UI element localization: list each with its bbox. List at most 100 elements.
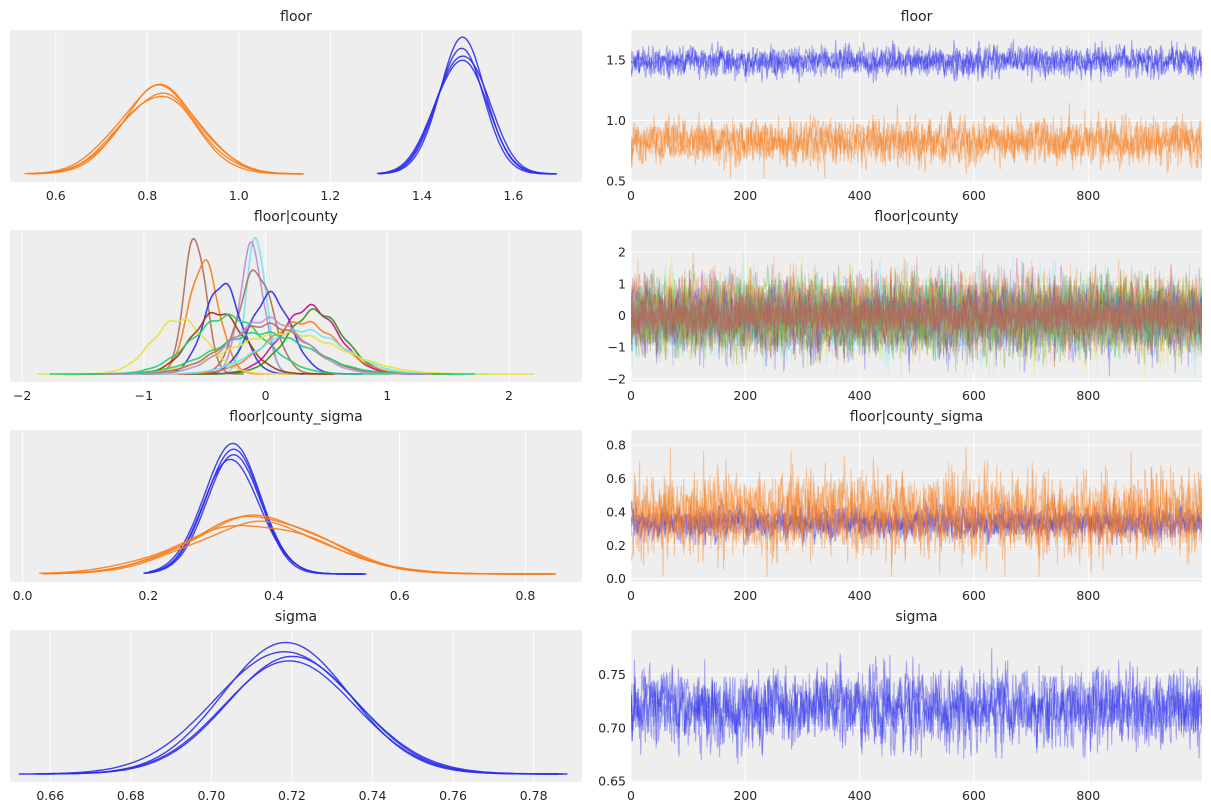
trace-line-county-11 (631, 252, 1202, 361)
sigma-trace-panel: sigma 0 200 400 600 800 0.65 0.70 0.75 (598, 609, 1202, 803)
axes-title: floor|county (254, 209, 338, 225)
axes-title: floor|county (874, 209, 958, 225)
plot-area (24, 36, 558, 175)
x-tick-label: −1 (135, 388, 153, 403)
x-tick-label: 600 (962, 388, 986, 403)
x-tick-label: 1 (383, 388, 391, 403)
axes-title: floor (280, 9, 312, 25)
plot-area (37, 236, 535, 375)
kde-line-floor-county-sigma-0- (143, 458, 367, 575)
plot-area (631, 446, 1202, 578)
x-tick-label: 800 (1076, 788, 1100, 803)
trace-line-floor-county-sigma-1- (631, 456, 1202, 578)
sigma-kde-panel: sigma 0.66 0.68 0.70 0.72 0.74 0.76 0.78 (10, 609, 582, 803)
x-tick-label: 0 (627, 788, 635, 803)
y-tick-label: −1 (608, 340, 626, 355)
floor-county-sigma-kde-panel: floor|county_sigma 0.0 0.2 0.4 0.6 0.8 (10, 409, 582, 603)
y-tick-label: 0.8 (606, 438, 626, 453)
trace-line-county-band-3 (631, 296, 1202, 335)
y-tick-label: 1.5 (606, 53, 626, 68)
trace-line-sigma (631, 658, 1202, 759)
y-tick-label: 1.0 (606, 113, 626, 128)
trace-line-floor-1- (631, 39, 1202, 83)
x-tick-label: 400 (848, 388, 872, 403)
trace-line-county-15 (631, 286, 1202, 378)
axes-background (631, 30, 1202, 182)
x-tick-label: 0 (627, 188, 635, 203)
x-tick-label: 600 (962, 588, 986, 603)
y-tick-label: 1 (618, 276, 626, 291)
y-tick-label: 0.65 (598, 773, 626, 788)
y-tick-label: 0.2 (606, 538, 626, 553)
trace-line-county-5 (631, 251, 1202, 364)
x-tick-label: 1.2 (320, 188, 340, 203)
kde-line-floor-1- (379, 55, 558, 175)
axes-title: floor|county_sigma (850, 409, 984, 425)
x-tick-label: 400 (848, 588, 872, 603)
x-tick-label: 0.8 (137, 188, 157, 203)
y-tick-label: 0.70 (598, 720, 626, 735)
axes-title: sigma (275, 609, 317, 625)
x-tick-label: 0.70 (197, 788, 225, 803)
kde-line-floor-county-sigma-1- (39, 524, 556, 575)
plot-area (631, 648, 1202, 764)
trace-line-sigma (631, 655, 1202, 759)
plot-area (631, 39, 1202, 179)
trace-line-sigma (631, 653, 1202, 764)
trace-line-floor-county-sigma-0- (631, 496, 1202, 546)
floor-county-trace-panel: floor|county 0 200 400 600 800 −2 −1 0 1 2 (608, 209, 1202, 403)
y-tick-label: 0.6 (606, 471, 626, 486)
trace-line-floor-0- (631, 102, 1202, 179)
x-tick-label: 1.6 (503, 188, 523, 203)
trace-line-floor-0- (631, 110, 1202, 179)
x-tick-label: 0.72 (278, 788, 306, 803)
x-tick-label: 0.76 (439, 788, 467, 803)
x-tick-label: 0 (627, 588, 635, 603)
trace-line-floor-0- (631, 110, 1202, 171)
x-tick-label: 0 (262, 388, 270, 403)
x-tick-label: −2 (13, 388, 31, 403)
x-tick-label: 0 (627, 388, 635, 403)
x-tick-label: 0.2 (138, 588, 158, 603)
y-tick-label: 0.75 (598, 667, 626, 682)
y-tick-label: 0.0 (606, 571, 626, 586)
trace-line-floor-0- (631, 104, 1202, 174)
plot-area (631, 251, 1202, 378)
axes-background (10, 630, 582, 782)
kde-line-floor-1- (378, 47, 555, 175)
x-tick-label: 0.8 (515, 588, 535, 603)
x-tick-label: 0.0 (13, 588, 33, 603)
x-tick-label: 0.74 (359, 788, 387, 803)
x-tick-label: 800 (1076, 588, 1100, 603)
floor-kde-panel: floor 0.6 0.8 1.0 1.2 1.4 1.6 (10, 9, 582, 203)
axes-background (631, 630, 1202, 782)
x-tick-label: 0.68 (117, 788, 145, 803)
y-tick-label: −2 (608, 371, 626, 386)
trace-line-county-27 (631, 276, 1202, 352)
trace-line-floor-county-sigma-1- (631, 447, 1202, 577)
axes-title: sigma (895, 609, 937, 625)
floor-trace-panel: floor 0 200 400 600 800 0.5 1.0 1.5 (606, 9, 1202, 203)
x-tick-label: 400 (848, 788, 872, 803)
x-tick-label: 0.66 (36, 788, 64, 803)
x-tick-label: 2 (505, 388, 513, 403)
plot-area (39, 442, 556, 575)
trace-line-floor-county-sigma-0- (631, 497, 1202, 546)
trace-line-floor-county-sigma-1- (631, 450, 1202, 578)
trace-line-floor-county-sigma-1- (631, 446, 1202, 574)
x-tick-label: 200 (733, 788, 757, 803)
x-tick-label: 200 (733, 588, 757, 603)
floor-county-sigma-trace-panel: floor|county_sigma 0 200 400 600 800 0.0 0.2 0.4… (606, 409, 1202, 603)
trace-line-county-1 (631, 282, 1202, 362)
kde-line-sigma (33, 660, 559, 775)
kde-line-floor-0- (31, 95, 302, 175)
y-tick-label: 2 (618, 245, 626, 260)
x-tick-label: 600 (962, 188, 986, 203)
x-tick-label: 400 (848, 188, 872, 203)
axes-title: floor (901, 9, 933, 25)
x-tick-label: 0.6 (390, 588, 410, 603)
x-tick-label: 600 (962, 788, 986, 803)
kde-line-sigma (36, 650, 568, 775)
x-tick-label: 1.4 (412, 188, 432, 203)
